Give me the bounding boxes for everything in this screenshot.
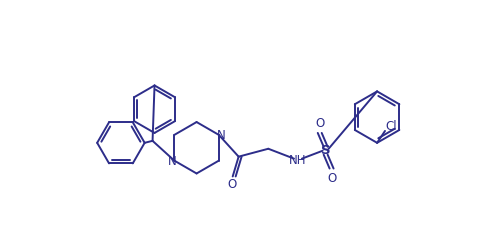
Text: N: N <box>168 155 177 168</box>
Text: O: O <box>227 178 237 191</box>
Text: S: S <box>321 144 331 157</box>
Text: Cl: Cl <box>385 119 397 133</box>
Text: O: O <box>315 116 324 130</box>
Text: NH: NH <box>289 154 307 167</box>
Text: O: O <box>327 172 336 185</box>
Text: N: N <box>217 129 225 142</box>
